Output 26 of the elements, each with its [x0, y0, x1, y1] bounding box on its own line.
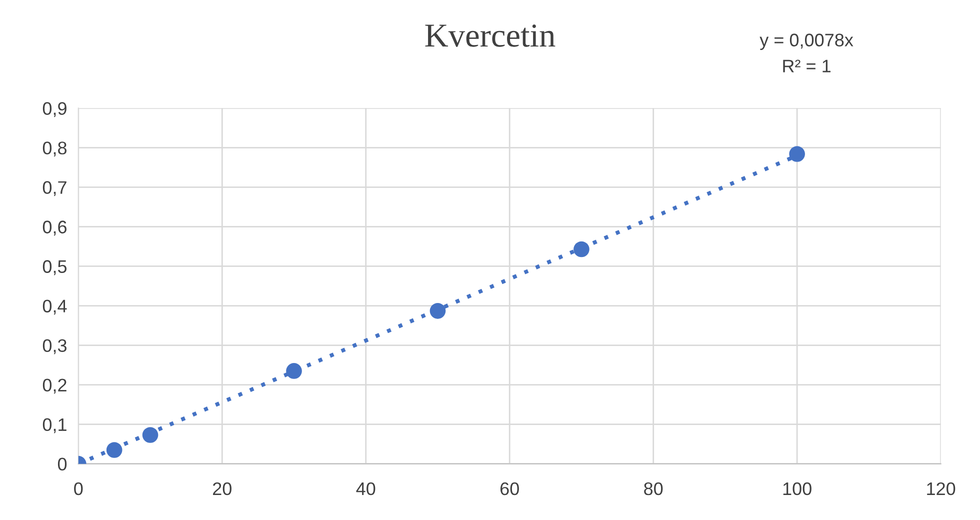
chart-title: Kvercetin	[425, 24, 556, 47]
x-tick-label: 0	[74, 482, 83, 496]
x-tick-label: 20	[213, 482, 232, 496]
y-tick-label: 0,9	[42, 102, 66, 118]
point	[789, 146, 805, 162]
y-tick-label: 0	[58, 458, 67, 471]
y-tick-label: 0,6	[42, 220, 66, 236]
x-tick-label: 60	[500, 482, 519, 496]
x-tick-label: 120	[927, 482, 956, 496]
x-tick-label: 40	[356, 482, 376, 496]
x-tick-label: 100	[783, 482, 812, 496]
y-tick-label: 0,5	[42, 260, 67, 276]
x-tick-label: 80	[644, 482, 663, 496]
y-tick-label: 0,2	[42, 378, 66, 394]
y-tick-label: 0,3	[42, 339, 66, 354]
y-tick-label: 0,7	[42, 181, 66, 196]
point	[430, 302, 446, 319]
y-tick-label: 0,8	[42, 142, 67, 157]
point	[574, 241, 590, 258]
y-tick-label: 0,4	[42, 300, 67, 315]
y-tick-label: 0,1	[42, 418, 66, 434]
text: y = 0,0078x	[760, 34, 854, 50]
point	[106, 442, 122, 458]
point	[286, 363, 302, 379]
text: R² = 1	[783, 60, 830, 72]
point	[142, 427, 158, 443]
